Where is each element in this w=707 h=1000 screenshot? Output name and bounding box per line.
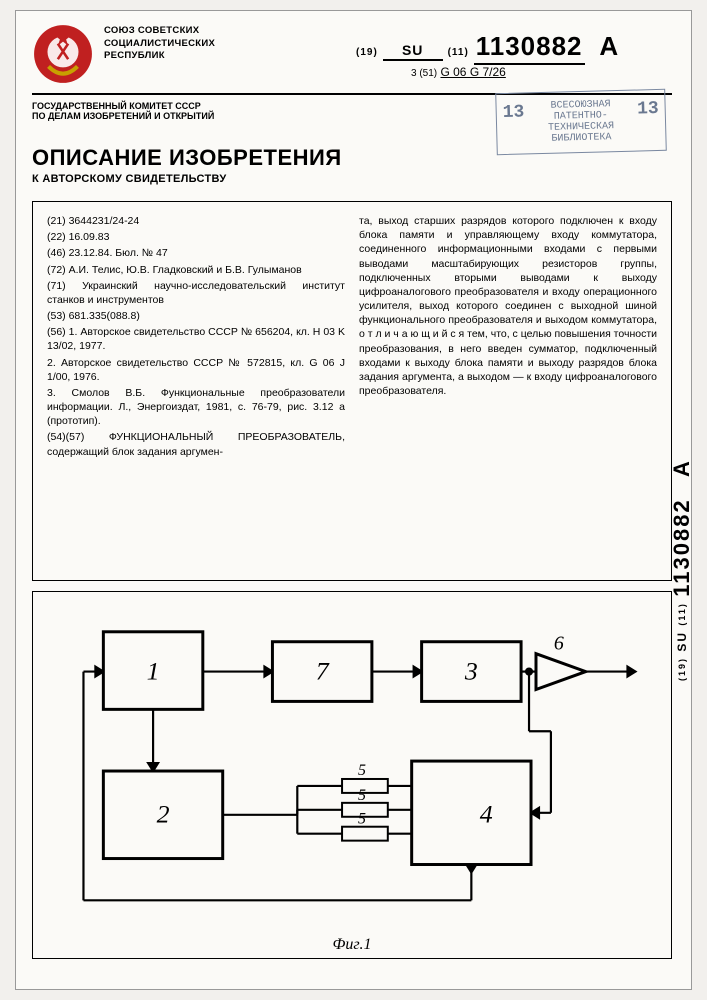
field-56-1: (56) 1. Авторское свидетельство СССР № 6… bbox=[47, 325, 345, 353]
field-54-57: (54)(57) ФУНКЦИОНАЛЬНЫЙ ПРЕОБРАЗОВАТЕЛЬ,… bbox=[47, 430, 345, 458]
field-71: (71) Украинский научно-исследовательский… bbox=[47, 279, 345, 307]
su-code: SU bbox=[383, 42, 443, 61]
field-56-2: 2. Авторское свидетельство СССР № 572815… bbox=[47, 356, 345, 384]
title-main: ОПИСАНИЕ ИЗОБРЕТЕНИЯ bbox=[32, 145, 472, 171]
patent-number-block: (19) SU (11) 1130882 А bbox=[356, 31, 619, 65]
field-72: (72) А.И. Телис, Ю.В. Гладковский и Б.В.… bbox=[47, 263, 345, 277]
abstract-text: та, выход старших разрядов которого подк… bbox=[359, 214, 657, 398]
org-line2: СОЦИАЛИСТИЧЕСКИХ bbox=[104, 38, 284, 49]
org-line1: СОЮЗ СОВЕТСКИХ bbox=[104, 25, 284, 36]
field-56-3: 3. Смолов В.Б. Функциональные преобразов… bbox=[47, 386, 345, 429]
svg-text:5: 5 bbox=[358, 762, 366, 779]
title-block: ОПИСАНИЕ ИЗОБРЕТЕНИЯ К АВТОРСКОМУ СВИДЕТ… bbox=[32, 145, 472, 185]
right-column: та, выход старших разрядов которого подк… bbox=[359, 214, 657, 568]
node-3-label: 3 bbox=[464, 657, 478, 686]
field-21: (21) 3644231/24-24 bbox=[47, 214, 345, 228]
field-46: (46) 23.12.84. Бюл. № 47 bbox=[47, 246, 345, 260]
page: СОЮЗ СОВЕТСКИХ СОЦИАЛИСТИЧЕСКИХ РЕСПУБЛИ… bbox=[15, 10, 692, 990]
abstract-box: (21) 3644231/24-24 (22) 16.09.83 (46) 23… bbox=[32, 201, 672, 581]
classification-code: 3 (51) G 06 G 7/26 bbox=[411, 65, 506, 79]
svg-text:5: 5 bbox=[358, 787, 366, 804]
header: СОЮЗ СОВЕТСКИХ СОЦИАЛИСТИЧЕСКИХ РЕСПУБЛИ… bbox=[16, 11, 691, 33]
library-stamp: 13 ВСЕСОЮЗНАЯ ПАТЕНТНО- 13 ТЕХНИЧЕСКАЯ Б… bbox=[495, 89, 667, 155]
patent-number: 1130882 bbox=[474, 31, 585, 65]
figure-box: 1 7 3 2 4 6 5 5 5 Фиг.1 bbox=[32, 591, 672, 959]
node-1-label: 1 bbox=[147, 657, 160, 686]
org-line3: РЕСПУБЛИК bbox=[104, 50, 284, 61]
left-column: (21) 3644231/24-24 (22) 16.09.83 (46) 23… bbox=[47, 214, 345, 568]
title-sub: К АВТОРСКОМУ СВИДЕТЕЛЬСТВУ bbox=[32, 173, 472, 185]
side-patent-code: (19) SU (11) 1130882 А bbox=[669, 341, 697, 681]
ussr-emblem-icon bbox=[32, 23, 94, 85]
field-53: (53) 681.335(088.8) bbox=[47, 309, 345, 323]
committee-text: ГОСУДАРСТВЕННЫЙ КОМИТЕТ СССР ПО ДЕЛАМ ИЗ… bbox=[32, 101, 262, 122]
node-7-label: 7 bbox=[316, 657, 330, 686]
su-prefix: (19) bbox=[356, 47, 378, 58]
node-4-label: 4 bbox=[480, 800, 493, 829]
node-2-label: 2 bbox=[157, 800, 170, 829]
figure-label: Фиг.1 bbox=[333, 936, 372, 954]
patent-suffix: А bbox=[599, 31, 619, 61]
svg-text:5: 5 bbox=[358, 811, 366, 828]
su-paren: (11) bbox=[448, 47, 469, 58]
org-text: СОЮЗ СОВЕТСКИХ СОЦИАЛИСТИЧЕСКИХ РЕСПУБЛИ… bbox=[104, 25, 284, 61]
block-diagram: 1 7 3 2 4 6 5 5 5 bbox=[33, 592, 671, 958]
field-22: (22) 16.09.83 bbox=[47, 230, 345, 244]
node-6-label: 6 bbox=[554, 633, 564, 655]
